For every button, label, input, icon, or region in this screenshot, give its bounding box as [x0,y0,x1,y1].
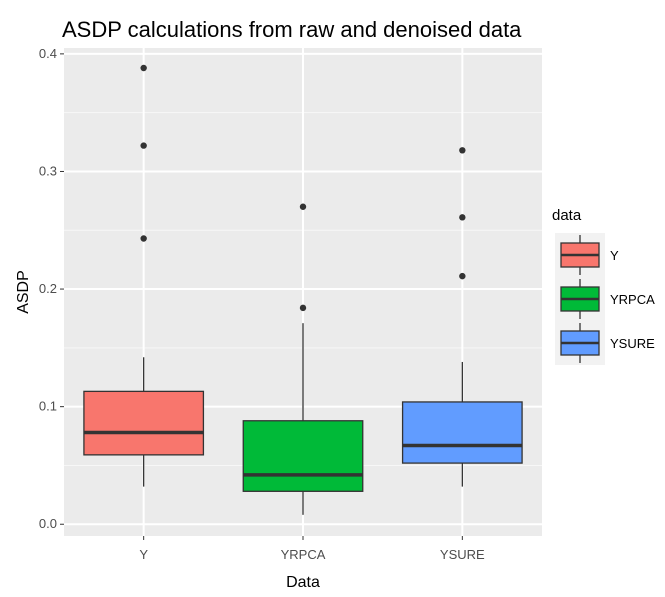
chart-title: ASDP calculations from raw and denoised … [62,17,522,42]
legend-label: YSURE [610,336,655,351]
legend-title: data [552,207,582,224]
y-tick-label: 0.0 [39,516,57,531]
x-axis-title: Data [286,574,320,591]
y-axis: 0.0 0.1 0.2 0.3 0.4 [39,46,64,531]
legend-label: Y [610,248,619,263]
legend-items: Y YRPCA YSURE [555,233,655,365]
x-axis: Y YRPCA YSURE [139,536,485,562]
x-tick-label: YRPCA [281,547,326,562]
y-tick-label: 0.2 [39,281,57,296]
outlier-point [459,272,466,280]
x-tick-label: YSURE [440,547,485,562]
box-y [83,64,205,487]
outlier-point [140,235,147,242]
outlier-point [459,147,466,154]
x-tick-label: Y [139,547,148,562]
legend-label: YRPCA [610,292,655,307]
box-body [401,401,523,464]
box-body [242,420,364,492]
legend-item-yrpca: YRPCA [555,277,655,321]
box-body [83,390,205,456]
outlier-point [299,304,307,312]
outlier-point [299,203,307,210]
y-tick-label: 0.1 [39,399,57,414]
outlier-point [140,64,147,72]
y-axis-title: ASDP [15,270,32,314]
legend-item-ysure: YSURE [555,321,655,365]
y-tick-label: 0.3 [39,163,57,178]
outlier-point [459,214,466,221]
y-tick-label: 0.4 [39,46,57,61]
legend-item-y: Y [555,233,619,277]
box-ysure [401,147,523,487]
box-series [83,64,523,515]
outlier-point [140,142,147,149]
box-yrpca [242,203,364,515]
legend: data Y YRPCA YSURE [552,207,655,365]
